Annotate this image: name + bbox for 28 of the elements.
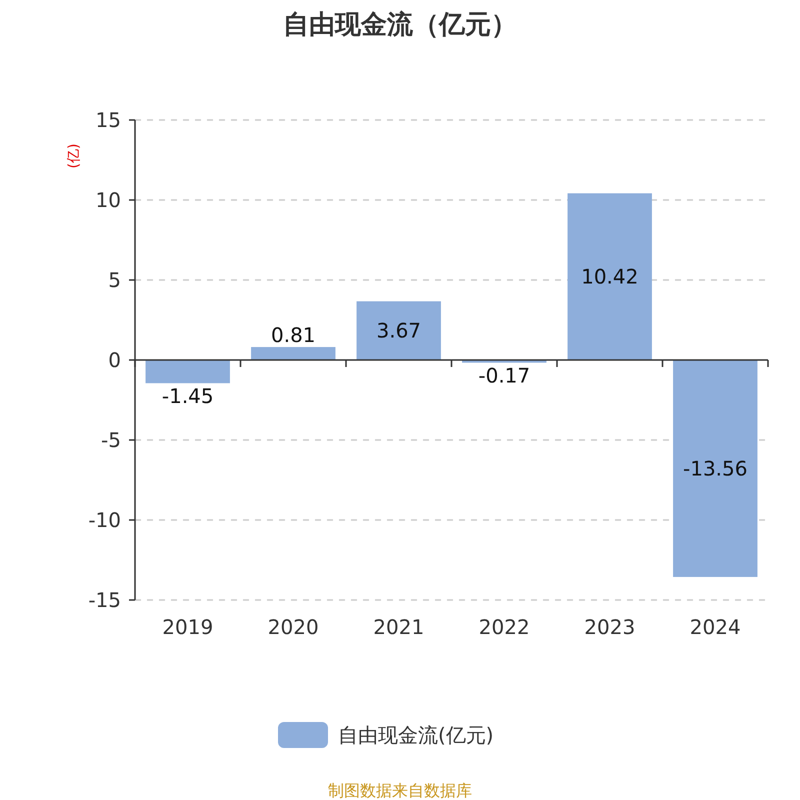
y-tick-label: -10 bbox=[88, 508, 121, 532]
x-tick-label: 2022 bbox=[478, 615, 530, 639]
bar bbox=[673, 360, 758, 577]
y-tick-label: 0 bbox=[108, 348, 121, 372]
y-tick-label: 15 bbox=[96, 108, 121, 132]
bar bbox=[568, 193, 652, 360]
x-tick-label: 2019 bbox=[162, 615, 214, 639]
bar bbox=[251, 347, 336, 360]
y-tick-label: 10 bbox=[96, 188, 121, 212]
bar bbox=[356, 301, 441, 360]
data-label: -13.56 bbox=[683, 456, 748, 480]
legend-label: 自由现金流(亿元) bbox=[338, 723, 494, 747]
y-tick-label: -15 bbox=[88, 588, 121, 612]
x-tick-label: 2023 bbox=[584, 615, 636, 639]
data-label: 0.81 bbox=[270, 323, 316, 348]
data-label: 10.42 bbox=[581, 264, 638, 289]
x-tick-label: 2024 bbox=[690, 615, 741, 639]
x-tick-label: 2021 bbox=[373, 615, 424, 639]
y-tick-label: -5 bbox=[101, 428, 121, 452]
x-tick-label: 2020 bbox=[268, 615, 319, 639]
text: 制图数据来自数据库 bbox=[328, 781, 472, 800]
chart-title: 自由现金流（亿元） bbox=[283, 10, 517, 40]
y-axis-title: (亿) bbox=[66, 144, 82, 168]
data-label: -1.45 bbox=[162, 384, 214, 408]
bar bbox=[146, 360, 230, 384]
data-label: 3.67 bbox=[376, 318, 422, 343]
y-tick-label: 5 bbox=[108, 268, 121, 292]
data-label: -0.17 bbox=[478, 364, 530, 388]
